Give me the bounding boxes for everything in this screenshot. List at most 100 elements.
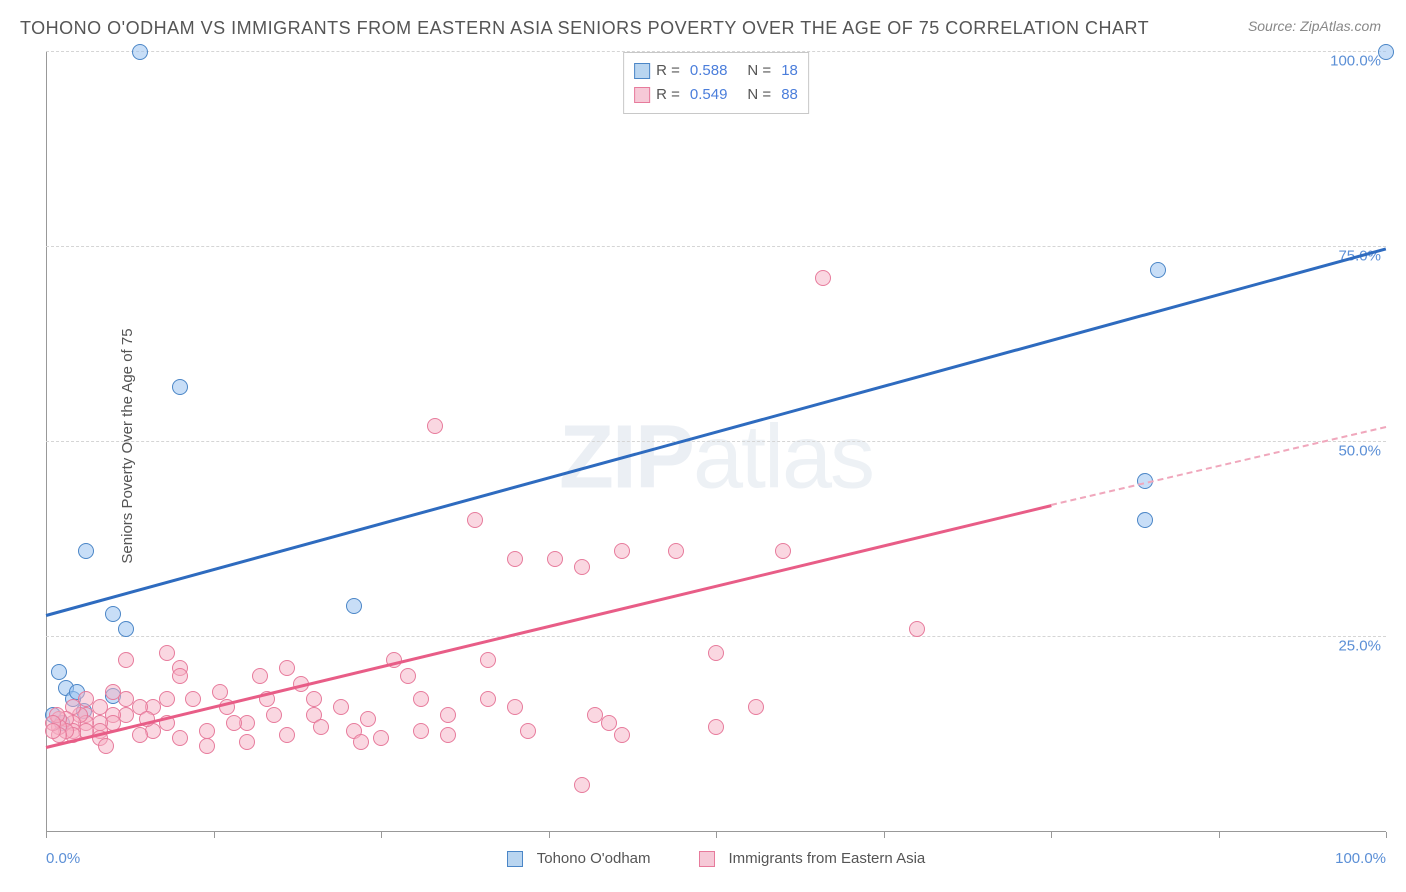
scatter-point: [748, 699, 764, 715]
scatter-point: [98, 738, 114, 754]
scatter-point: [212, 684, 228, 700]
x-tick: [884, 832, 885, 838]
scatter-point: [507, 699, 523, 715]
scatter-point: [601, 715, 617, 731]
legend-n-value: 88: [781, 83, 798, 107]
legend-r-label: R =: [656, 59, 680, 83]
grid-line: [46, 441, 1386, 442]
plot-area: ZIPatlas R = 0.588 N = 18 R = 0.549 N = …: [46, 52, 1386, 832]
scatter-point: [51, 664, 67, 680]
watermark: ZIPatlas: [559, 406, 873, 509]
scatter-point: [440, 707, 456, 723]
grid-line: [46, 246, 1386, 247]
watermark-thin: atlas: [693, 407, 873, 507]
scatter-point: [333, 699, 349, 715]
chart-container: TOHONO O'ODHAM VS IMMIGRANTS FROM EASTER…: [0, 0, 1406, 892]
legend-stats-box: R = 0.588 N = 18 R = 0.549 N = 88: [623, 52, 809, 114]
scatter-point: [199, 738, 215, 754]
legend-n-label: N =: [747, 59, 771, 83]
scatter-point: [1150, 262, 1166, 278]
y-tick-label: 100.0%: [1330, 53, 1381, 70]
scatter-point: [105, 684, 121, 700]
scatter-point: [400, 668, 416, 684]
source-label: Source: ZipAtlas.com: [1248, 18, 1381, 34]
x-tick-label: 100.0%: [1335, 850, 1386, 867]
scatter-point: [45, 723, 61, 739]
scatter-point: [815, 270, 831, 286]
legend-series-label: Immigrants from Eastern Asia: [729, 850, 926, 867]
legend-r-value: 0.549: [690, 83, 728, 107]
square-icon: [634, 87, 650, 103]
scatter-point: [373, 730, 389, 746]
scatter-point: [226, 715, 242, 731]
scatter-point: [668, 543, 684, 559]
scatter-point: [78, 543, 94, 559]
x-tick: [381, 832, 382, 838]
scatter-point: [1137, 512, 1153, 528]
scatter-point: [708, 645, 724, 661]
grid-line: [46, 51, 1386, 52]
regression-line: [46, 247, 1387, 616]
x-tick: [1051, 832, 1052, 838]
scatter-point: [266, 707, 282, 723]
legend-series-box: Tohono O'odham Immigrants from Eastern A…: [46, 850, 1386, 867]
legend-r-label: R =: [656, 83, 680, 107]
scatter-point: [614, 543, 630, 559]
scatter-point: [507, 551, 523, 567]
legend-r-value: 0.588: [690, 59, 728, 83]
scatter-point: [708, 719, 724, 735]
x-tick: [1386, 832, 1387, 838]
scatter-point: [199, 723, 215, 739]
scatter-point: [427, 418, 443, 434]
scatter-point: [775, 543, 791, 559]
scatter-point: [909, 621, 925, 637]
scatter-point: [239, 734, 255, 750]
scatter-point: [306, 691, 322, 707]
x-tick: [214, 832, 215, 838]
scatter-point: [467, 512, 483, 528]
chart-title: TOHONO O'ODHAM VS IMMIGRANTS FROM EASTER…: [20, 18, 1149, 39]
x-tick: [549, 832, 550, 838]
scatter-point: [413, 691, 429, 707]
scatter-point: [132, 44, 148, 60]
scatter-point: [353, 734, 369, 750]
legend-n-value: 18: [781, 59, 798, 83]
regression-line: [46, 504, 1052, 748]
scatter-point: [185, 691, 201, 707]
legend-n-label: N =: [747, 83, 771, 107]
x-tick: [716, 832, 717, 838]
x-tick-label: 0.0%: [46, 850, 80, 867]
scatter-point: [132, 727, 148, 743]
scatter-point: [1378, 44, 1394, 60]
scatter-point: [172, 379, 188, 395]
square-icon: [634, 63, 650, 79]
scatter-point: [413, 723, 429, 739]
scatter-point: [614, 727, 630, 743]
y-tick-label: 25.0%: [1338, 638, 1381, 655]
scatter-point: [480, 652, 496, 668]
x-tick: [46, 832, 47, 838]
scatter-point: [440, 727, 456, 743]
regression-line: [1051, 426, 1386, 506]
scatter-point: [159, 645, 175, 661]
scatter-point: [118, 691, 134, 707]
grid-line: [46, 636, 1386, 637]
scatter-point: [105, 606, 121, 622]
scatter-point: [360, 711, 376, 727]
scatter-point: [252, 668, 268, 684]
scatter-point: [118, 652, 134, 668]
scatter-point: [547, 551, 563, 567]
scatter-point: [313, 719, 329, 735]
square-icon: [507, 851, 523, 867]
scatter-point: [172, 668, 188, 684]
scatter-point: [172, 730, 188, 746]
scatter-point: [574, 559, 590, 575]
scatter-point: [574, 777, 590, 793]
scatter-point: [279, 727, 295, 743]
scatter-point: [279, 660, 295, 676]
legend-row: R = 0.588 N = 18: [634, 59, 798, 83]
legend-series-label: Tohono O'odham: [537, 850, 651, 867]
legend-row: R = 0.549 N = 88: [634, 83, 798, 107]
scatter-point: [346, 598, 362, 614]
y-tick-label: 50.0%: [1338, 443, 1381, 460]
